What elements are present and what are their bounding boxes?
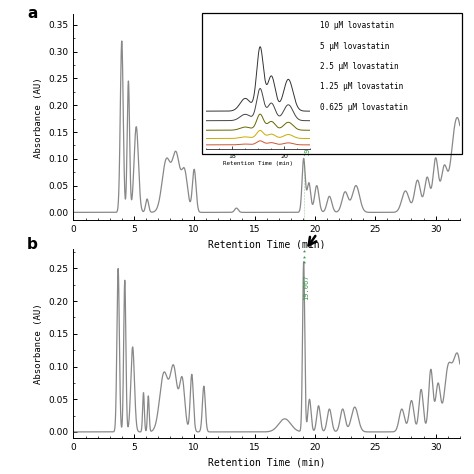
Y-axis label: Absorbance (AU): Absorbance (AU) [34, 303, 43, 384]
Text: 2.5 μM lovastatin: 2.5 μM lovastatin [320, 62, 399, 71]
Y-axis label: Absorbance (AU): Absorbance (AU) [34, 77, 43, 158]
Text: 10 μM lovastatin: 10 μM lovastatin [320, 21, 394, 30]
X-axis label: Retention Time (min): Retention Time (min) [208, 458, 325, 468]
X-axis label: Retention Time (min): Retention Time (min) [223, 161, 293, 165]
Text: 0.625 μM lovastatin: 0.625 μM lovastatin [320, 103, 408, 112]
Text: a: a [27, 6, 37, 21]
Text: 19.067: 19.067 [303, 275, 309, 301]
Text: 19.067: 19.067 [304, 130, 310, 155]
X-axis label: Retention Time (min): Retention Time (min) [208, 240, 325, 250]
Text: 1.25 μM lovastatin: 1.25 μM lovastatin [320, 82, 403, 91]
Text: b: b [27, 237, 38, 253]
Text: 5 μM lovastatin: 5 μM lovastatin [320, 42, 389, 51]
